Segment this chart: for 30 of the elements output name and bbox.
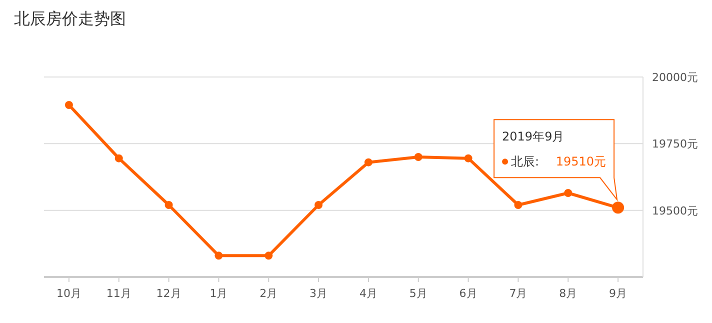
y-tick-label: 20000元 xyxy=(652,71,698,84)
x-tick-label: 5月 xyxy=(409,287,428,300)
annotation: 2019年9月 xyxy=(502,130,564,144)
x-tick-label: 11月 xyxy=(106,287,132,300)
point xyxy=(564,189,572,197)
point xyxy=(164,201,173,209)
legend-label: 北辰: xyxy=(511,154,540,169)
point xyxy=(414,153,422,161)
x-tick-label: 7月 xyxy=(509,287,528,300)
point xyxy=(364,158,372,166)
point xyxy=(214,252,223,260)
x-tick-label: 8月 xyxy=(559,287,578,300)
point xyxy=(514,201,522,209)
x-tick-label: 10月 xyxy=(56,287,82,300)
x-tick-label: 2月 xyxy=(260,287,278,300)
data-label: 19510元 xyxy=(556,154,606,169)
x-tick-label: 3月 xyxy=(310,287,328,300)
point xyxy=(464,154,472,162)
point xyxy=(314,201,323,209)
x-tick-label: 12月 xyxy=(156,287,182,300)
x-tick-label: 6月 xyxy=(459,287,478,300)
x-tick-label: 1月 xyxy=(210,287,228,300)
chart-title: 北辰房价走势图 xyxy=(14,9,126,28)
y-tick-label: 19500元 xyxy=(652,204,698,218)
y-tick-label: 19750元 xyxy=(652,138,698,151)
x-tick-label: 9月 xyxy=(609,287,628,300)
point xyxy=(114,154,123,162)
point xyxy=(64,101,73,109)
point xyxy=(264,252,273,260)
x-tick-label: 4月 xyxy=(359,287,378,300)
